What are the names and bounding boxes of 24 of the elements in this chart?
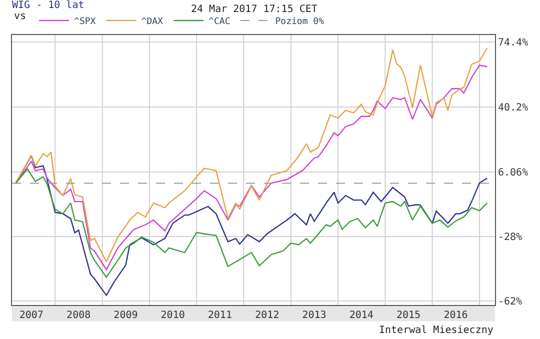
y-tick-label: 40.2%: [498, 102, 528, 114]
x-tick-label: 2016: [444, 310, 468, 321]
chart-title: WIG - 10 lat: [12, 0, 84, 11]
x-tick-label: 2013: [302, 310, 326, 321]
y-tick-label: -28%: [498, 232, 522, 244]
x-tick-label: 2015: [396, 310, 421, 321]
legend-label: ^SPX: [74, 17, 96, 28]
text: Interwal Miesieczny: [379, 325, 494, 336]
x-tick-label: 2011: [208, 310, 232, 321]
legend-label: ^CAC: [208, 17, 230, 28]
x-tick-label: 2008: [66, 310, 91, 321]
line-series: [15, 168, 488, 278]
x-tick-label: 2007: [19, 310, 44, 321]
y-tick-label: 6.06%: [498, 167, 528, 178]
x-tick-label: 2009: [114, 310, 138, 321]
legend-label: ^DAX: [141, 17, 164, 28]
x-tick-label: 2014: [349, 310, 374, 321]
text: 24 Mar 2017 17:15 CET: [191, 4, 318, 15]
x-tick-label: 2012: [255, 310, 280, 321]
legend-label: Poziom 0%: [275, 17, 325, 28]
x-tick-label: 2010: [160, 310, 185, 321]
legend-title: vs: [14, 11, 26, 22]
y-tick-label: 74.4%: [498, 37, 528, 48]
y-tick-label: -62%: [498, 296, 522, 308]
